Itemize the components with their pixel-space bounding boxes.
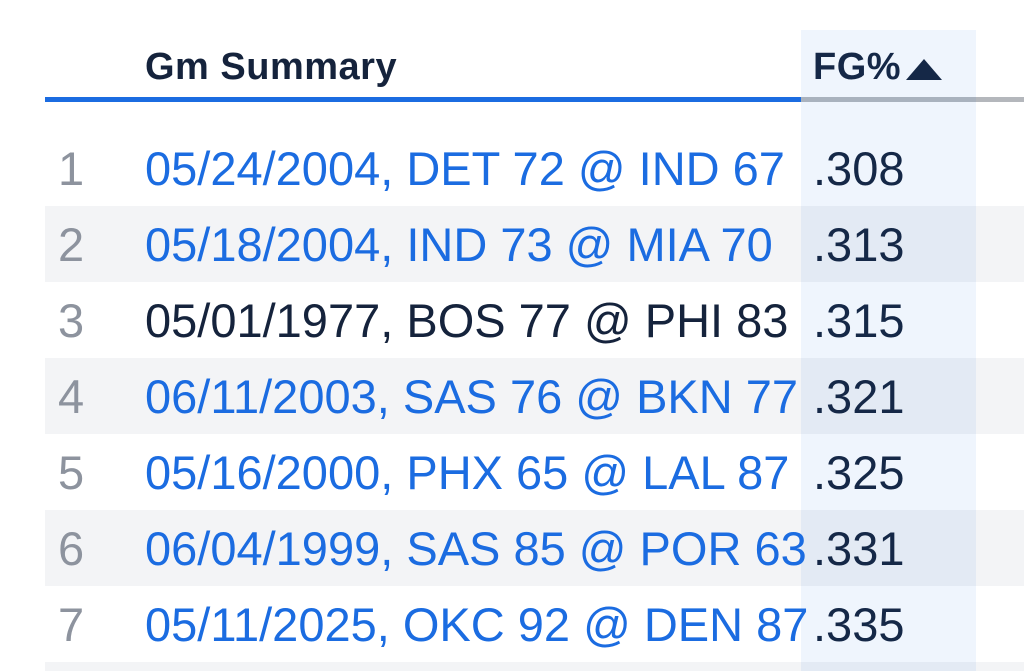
game-summary-link[interactable]: 06/04/1999, SAS 85 @ POR 63 (145, 521, 807, 575)
row-rank: 6 (58, 521, 85, 575)
game-summary-link[interactable]: 06/11/2003, SAS 76 @ BKN 77 (145, 369, 799, 423)
fg-pct-value: .321 (813, 369, 905, 423)
game-summary-link[interactable]: 05/11/2025, OKC 92 @ DEN 87 (145, 597, 809, 651)
row-rank: 4 (58, 369, 85, 423)
row-rank: 7 (58, 597, 85, 651)
game-summary-link[interactable]: 05/18/2004, IND 73 @ MIA 70 (145, 217, 773, 271)
table-row: 1 05/24/2004, DET 72 @ IND 67 .308 (45, 130, 1024, 206)
column-header-gm-summary[interactable]: Gm Summary (145, 46, 398, 88)
row-rank: 3 (58, 293, 85, 347)
table-body: 1 05/24/2004, DET 72 @ IND 67 .308 2 05/… (45, 130, 1024, 671)
row-rank: 5 (58, 445, 85, 499)
fg-pct-value: .308 (813, 141, 905, 195)
sort-ascending-icon[interactable] (906, 59, 942, 80)
table-row: 5 05/16/2000, PHX 65 @ LAL 87 .325 (45, 434, 1024, 510)
game-summary-text: 05/01/1977, BOS 77 @ PHI 83 (145, 293, 789, 347)
row-rank: 1 (58, 141, 85, 195)
row-rank: 2 (58, 217, 85, 271)
table-row: 4 06/11/2003, SAS 76 @ BKN 77 .321 (45, 358, 1024, 434)
fg-pct-value: .325 (813, 445, 905, 499)
fg-pct-value: .313 (813, 217, 905, 271)
fg-pct-value: .315 (813, 293, 905, 347)
table-row-partial (45, 662, 1024, 671)
table-row: 6 06/04/1999, SAS 85 @ POR 63 .331 (45, 510, 1024, 586)
table-row: 7 05/11/2025, OKC 92 @ DEN 87 .335 (45, 586, 1024, 662)
fg-pct-value: .331 (813, 521, 905, 575)
header-underline-sorted-column (801, 97, 1024, 102)
fg-pct-value: .335 (813, 597, 905, 651)
table-row: 3 05/01/1977, BOS 77 @ PHI 83 .315 (45, 282, 1024, 358)
table-row: 2 05/18/2004, IND 73 @ MIA 70 .313 (45, 206, 1024, 282)
header-underline-accent (45, 97, 801, 102)
game-summary-link[interactable]: 05/24/2004, DET 72 @ IND 67 (145, 141, 785, 195)
column-header-fg-pct[interactable]: FG% (813, 46, 902, 88)
game-summary-link[interactable]: 05/16/2000, PHX 65 @ LAL 87 (145, 445, 790, 499)
